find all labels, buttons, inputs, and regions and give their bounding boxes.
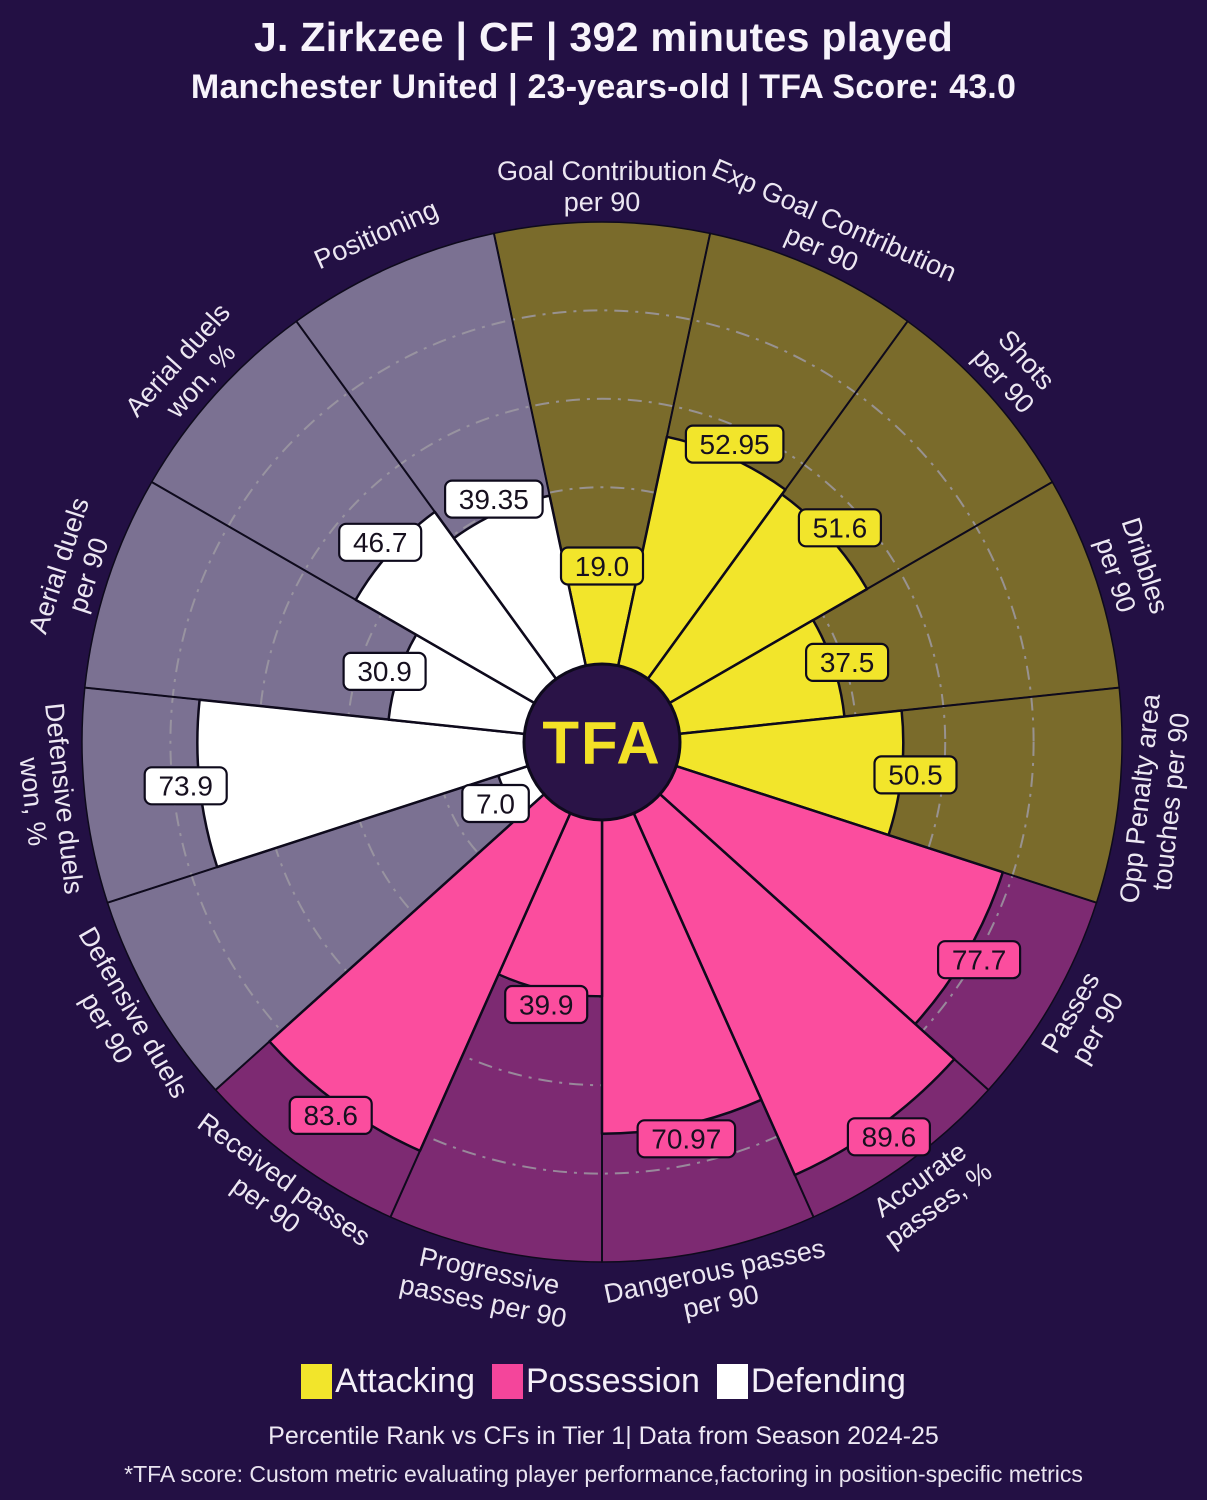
category-label-defensive-duels-won: Defensive duelswon, % (8, 701, 89, 898)
slice-boundary (151, 481, 603, 743)
legend-swatch-attacking (301, 1364, 333, 1399)
legend-item-possession: Possession (491, 1362, 700, 1401)
value-badge-exp-goal-contribution-per-90 (684, 424, 785, 464)
sector-bg-goal-contribution-per-90 (493, 221, 711, 743)
chart-subtitle: Manchester United | 23-years-old | TFA S… (190, 68, 1017, 106)
value-badge-opp-penalty-area-touches-per-90 (873, 755, 958, 795)
value-badge-defensive-duels-per-90 (461, 783, 530, 824)
category-label-opp-penalty-area-touches-per-90: Opp Penalty areatouches per 90 (1114, 691, 1197, 907)
value-label-accurate-passes: 89.6 (862, 1122, 917, 1153)
value-label-shots-per-90: 51.6 (813, 513, 868, 544)
gridline-80 (169, 309, 1035, 1175)
slice-boundary (601, 233, 712, 743)
value-badge-progressive-passes-per-90 (504, 984, 589, 1025)
value-badge-defensive-duels-won (143, 766, 228, 806)
value-label-defensive-duels-per-90: 7.0 (476, 788, 515, 819)
legend-label-attacking: Attacking (335, 1362, 475, 1400)
legend-swatch-possession (491, 1364, 523, 1399)
value-badge-positioning (444, 479, 544, 519)
slice-boundary (601, 481, 1053, 743)
chart-header: J. Zirkzee | CF | 392 minutes played Man… (0, 14, 1207, 107)
legend-label-defending: Defending (750, 1362, 906, 1400)
value-label-defensive-duels-won: 73.9 (158, 771, 213, 802)
category-label-goal-contribution-per-90: Goal Contribution per 90 (497, 156, 707, 217)
slice-boundary (492, 233, 603, 743)
value-badge-dribbles-per-90 (804, 642, 890, 683)
legend-swatch-defending (716, 1364, 748, 1399)
chart-caption: Percentile Rank vs CFs in Tier 1| Data f… (268, 1422, 939, 1450)
value-badge-aerial-duels-won (338, 522, 423, 562)
tfa-logo: TFA (542, 710, 661, 777)
chart-footnote: *TFA score: Custom metric evaluating pla… (124, 1461, 1083, 1487)
value-label-opp-penalty-area-touches-per-90: 50.5 (888, 760, 943, 791)
value-badge-aerial-duels-per-90 (342, 651, 427, 692)
legend-label-possession: Possession (525, 1362, 700, 1400)
slice-boundary (601, 741, 990, 1091)
value-badge-goal-contribution-per-90 (559, 546, 645, 586)
value-badge-accurate-passes (846, 1117, 932, 1157)
value-badge-passes-per-90 (936, 940, 1022, 980)
value-label-received-passes-per-90: 83.6 (303, 1100, 358, 1131)
value-label-aerial-duels-per-90: 30.9 (357, 656, 412, 687)
slice-boundary (214, 741, 603, 1091)
chart-legend: Attacking Possession Defending (0, 1362, 1207, 1401)
center-hub (522, 662, 682, 822)
value-label-aerial-duels-won: 46.7 (353, 527, 408, 558)
chart-title: J. Zirkzee | CF | 392 minutes played (253, 14, 954, 60)
slice-boundary (107, 741, 603, 904)
slice-boundary (295, 320, 603, 743)
slice-boundary (389, 741, 603, 1218)
pizza-chart: TFA 19.0 52.95 51.6 37.5 50.5 77.7 89.6 70.97 39.… (8, 153, 1197, 1334)
value-label-dangerous-passes-per-90: 70.97 (651, 1124, 721, 1155)
value-badge-shots-per-90 (797, 508, 883, 548)
sector-bg-defensive-duels-per-90 (106, 741, 603, 1091)
value-label-dribbles-per-90: 37.5 (820, 647, 875, 678)
value-badge-received-passes-per-90 (288, 1095, 373, 1136)
value-label-exp-goal-contribution-per-90: 52.95 (700, 429, 770, 460)
legend-item-attacking: Attacking (301, 1362, 475, 1401)
slice-boundary (601, 320, 909, 743)
value-label-progressive-passes-per-90: 39.9 (519, 989, 574, 1020)
value-label-positioning: 39.35 (459, 484, 529, 515)
slice-boundary (601, 741, 1097, 904)
legend-item-defending: Defending (716, 1362, 906, 1401)
value-label-goal-contribution-per-90: 19.0 (575, 551, 630, 582)
slice-boundary (601, 741, 815, 1218)
slice-boundary (84, 686, 603, 743)
value-label-passes-per-90: 77.7 (952, 945, 1007, 976)
value-badge-dangerous-passes-per-90 (636, 1119, 737, 1159)
slice-boundary (601, 686, 1120, 743)
